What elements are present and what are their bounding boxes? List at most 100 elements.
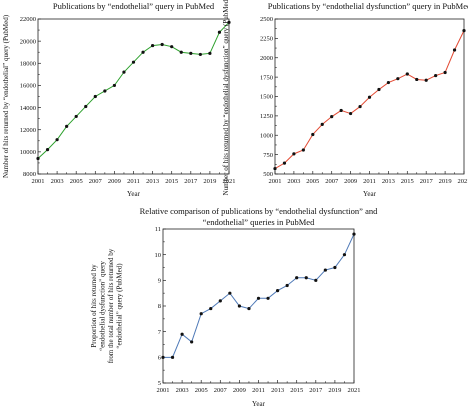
data-point [65,124,69,128]
data-point [93,94,97,99]
data-point [273,166,277,171]
x-tick-label: 2003 [287,178,300,185]
chart-title: “endothelial” queries in PubMed [203,217,315,227]
data-point [237,304,241,308]
x-tick-label: 2003 [51,178,64,185]
x-tick-label: 2013 [271,387,284,394]
data-point [170,45,174,49]
data-point [209,306,213,311]
x-tick-label: 2009 [108,178,121,185]
data-point [386,80,390,85]
x-tick-label: 2021 [348,387,361,394]
data-point [122,70,126,74]
x-tick-label: 2017 [184,178,198,185]
x-tick-label: 2017 [309,387,323,394]
x-tick-label: 2001 [269,178,282,185]
chart-title: Relative comparison of publications by “… [140,206,378,216]
x-tick-label: 2019 [328,387,341,394]
chart-1: Publications by “endothelial” query in P… [2,1,236,198]
data-point [217,30,222,34]
data-point [415,77,419,82]
y-tick-label: 10000 [20,149,36,156]
y-tick-label: 1750 [260,74,273,81]
y-tick-label: 2500 [260,16,273,23]
data-point [462,29,466,33]
data-point [112,83,116,88]
data-point [424,78,428,82]
y-tick-label: 9 [158,278,161,285]
y-tick-label: 16000 [20,83,36,90]
data-point [189,51,193,55]
x-tick-label: 2007 [325,178,339,185]
y-tick-label: 20000 [20,38,36,45]
chart-3: Relative comparison of publications by “… [90,206,378,408]
y-axis-title: from the total number of hits returned b… [107,248,115,363]
x-tick-label: 2005 [70,178,83,185]
data-point [198,52,202,57]
y-tick-label: 14000 [20,105,36,112]
series-line [274,30,465,170]
x-tick-label: 2003 [176,387,189,394]
data-point [74,114,78,119]
y-axis-title: Number of hits returned by “endothelial”… [2,14,10,178]
data-point [333,265,337,270]
x-tick-label: 2013 [146,178,159,185]
x-tick-label: 2005 [195,387,208,394]
data-point [314,278,318,282]
data-point [36,156,40,161]
plot-frame [162,228,355,384]
data-point [434,73,438,78]
x-tick-label: 2001 [32,178,45,185]
y-tick-label: 8000 [23,171,36,178]
data-point [45,148,50,152]
plot-frame [37,18,230,175]
data-point [396,77,400,81]
data-point [179,50,183,54]
x-tick-label: 2001 [157,387,170,394]
y-tick-label: 1500 [260,94,273,101]
x-tick-label: 2021 [458,178,468,185]
x-tick-label: 2021 [223,178,236,185]
x-tick-label: 2005 [306,178,319,185]
data-point [358,104,362,109]
data-point [266,296,270,300]
data-point [304,276,308,280]
x-axis-title: Year [127,190,141,198]
x-tick-label: 2009 [233,387,246,394]
y-tick-label: 2250 [260,36,273,43]
data-point [330,115,334,119]
y-axis-title: Number of hits returned by “endothelial … [222,0,230,195]
data-point [218,299,222,303]
x-tick-label: 2015 [290,387,303,394]
series-line [163,233,355,358]
y-tick-label: 1250 [260,113,273,120]
x-tick-label: 2011 [252,387,265,394]
data-point [292,152,296,156]
y-tick-label: 22000 [20,16,36,23]
data-point [301,148,305,152]
x-tick-label: 2015 [165,178,178,185]
data-point [377,87,381,92]
x-tick-label: 2009 [344,178,357,185]
y-tick-label: 500 [263,171,273,178]
data-point [352,232,356,236]
y-tick-label: 12000 [20,127,36,134]
data-point [405,72,409,76]
data-point [295,276,299,280]
data-point [311,132,315,137]
data-point [141,50,145,54]
chart-title: Publications by “endothelial dysfunction… [268,1,468,11]
y-tick-label: 750 [263,152,273,159]
data-point [84,104,88,109]
data-point [276,289,280,293]
x-axis-title: Year [363,190,377,198]
x-tick-label: 2019 [439,178,452,185]
y-axis-title: “endothelial dysfunction” query [99,261,107,351]
y-tick-label: 7 [158,329,162,336]
data-point [282,161,287,165]
data-point [103,89,107,93]
y-tick-label: 5 [158,380,161,387]
data-point [452,48,457,52]
data-point [443,70,447,75]
